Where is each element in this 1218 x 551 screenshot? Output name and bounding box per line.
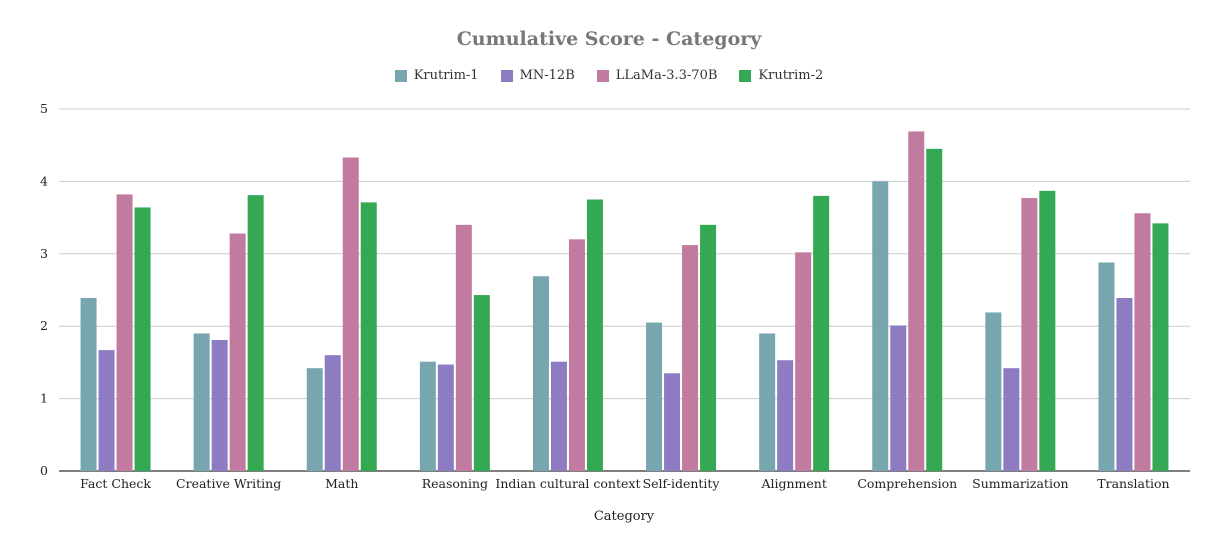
bars: [80, 131, 1169, 472]
bar-krutrim-2-indian-cultural-context: [586, 199, 603, 471]
bar-mn-12b-indian-cultural-context: [550, 361, 567, 471]
legend-swatch: [394, 69, 407, 82]
chart-title: Cumulative Score - Category: [456, 28, 762, 50]
bar-krutrim-1-math: [306, 368, 323, 471]
x-tick-label: Indian cultural context: [495, 476, 640, 491]
y-tick-label: 0: [40, 463, 48, 478]
bar-mn-12b-reasoning: [437, 364, 454, 471]
legend-item-krutrim-1: Krutrim-1: [394, 68, 479, 83]
bar-llama-3-3-70b-reasoning: [455, 224, 472, 471]
gridlines: [59, 108, 1190, 472]
bar-mn-12b-fact-check: [98, 350, 115, 471]
bar-llama-3-3-70b-creative-writing: [229, 233, 246, 471]
bar-mn-12b-self-identity: [664, 373, 681, 471]
legend-label: Krutrim-1: [413, 68, 479, 83]
bar-llama-3-3-70b-self-identity: [682, 245, 699, 471]
bar-llama-3-3-70b-math: [342, 157, 359, 471]
x-tick-label: Fact Check: [80, 476, 151, 491]
bar-krutrim-1-self-identity: [646, 322, 663, 471]
bar-mn-12b-math: [324, 355, 341, 471]
legend-label: Krutrim-2: [758, 68, 824, 83]
bar-krutrim-1-comprehension: [872, 181, 889, 471]
bar-krutrim-1-summarization: [985, 312, 1002, 471]
bar-krutrim-2-translation: [1152, 223, 1169, 471]
legend-swatch: [739, 69, 752, 82]
bar-llama-3-3-70b-summarization: [1021, 198, 1038, 471]
bar-krutrim-1-fact-check: [80, 297, 97, 471]
legend-label: MN-12B: [519, 68, 575, 83]
bar-llama-3-3-70b-comprehension: [908, 131, 925, 471]
bar-mn-12b-summarization: [1003, 368, 1020, 471]
bar-krutrim-2-alignment: [813, 195, 830, 471]
bar-llama-3-3-70b-indian-cultural-context: [568, 239, 585, 471]
bar-krutrim-2-reasoning: [473, 295, 490, 471]
x-tick-label: Reasoning: [422, 476, 488, 491]
legend-swatch: [596, 69, 609, 82]
y-tick-label: 3: [40, 246, 48, 261]
legend-swatch: [500, 69, 513, 82]
bar-krutrim-1-reasoning: [419, 361, 436, 471]
x-axis-label: Category: [594, 509, 655, 524]
bar-krutrim-1-indian-cultural-context: [532, 276, 549, 471]
bar-krutrim-2-self-identity: [700, 224, 717, 471]
y-tick-labels: 0 1 2 3 4 5: [40, 101, 48, 478]
bar-mn-12b-translation: [1116, 297, 1133, 471]
x-tick-labels: Fact Check Creative Writing Math Reasoning I…: [80, 476, 1169, 491]
x-tick-label: Math: [325, 476, 358, 491]
x-tick-label: Self-identity: [643, 476, 721, 491]
legend-label: LLaMa-3.3-70B: [615, 68, 718, 83]
bar-krutrim-2-fact-check: [134, 207, 151, 472]
bar-krutrim-1-creative-writing: [193, 333, 210, 471]
x-tick-label: Summarization: [972, 476, 1068, 491]
bar-mn-12b-creative-writing: [211, 339, 228, 471]
legend-item-llama-3-3-70b: LLaMa-3.3-70B: [596, 68, 718, 83]
bar-mn-12b-alignment: [777, 360, 794, 471]
bar-llama-3-3-70b-translation: [1134, 213, 1151, 472]
bar-llama-3-3-70b-fact-check: [116, 194, 133, 471]
bar-krutrim-2-comprehension: [926, 148, 943, 471]
bar-krutrim-2-summarization: [1039, 190, 1056, 471]
legend-item-mn-12b: MN-12B: [500, 68, 575, 83]
bar-krutrim-1-translation: [1098, 262, 1115, 471]
x-tick-label: Translation: [1097, 476, 1169, 491]
y-tick-label: 2: [40, 318, 48, 333]
y-tick-label: 5: [40, 101, 48, 116]
x-tick-label: Alignment: [760, 476, 826, 491]
bar-krutrim-1-alignment: [759, 333, 776, 471]
y-tick-label: 4: [40, 173, 48, 188]
x-tick-label: Comprehension: [857, 476, 957, 491]
x-tick-label: Creative Writing: [176, 476, 281, 491]
legend: Krutrim-1 MN-12B LLaMa-3.3-70B Krutrim-2: [0, 68, 1218, 83]
bar-krutrim-2-math: [360, 202, 377, 471]
legend-item-krutrim-2: Krutrim-2: [739, 68, 823, 83]
bar-mn-12b-comprehension: [890, 325, 907, 471]
bar-krutrim-2-creative-writing: [247, 195, 264, 471]
bar-llama-3-3-70b-alignment: [795, 252, 812, 471]
y-tick-label: 1: [40, 391, 48, 406]
